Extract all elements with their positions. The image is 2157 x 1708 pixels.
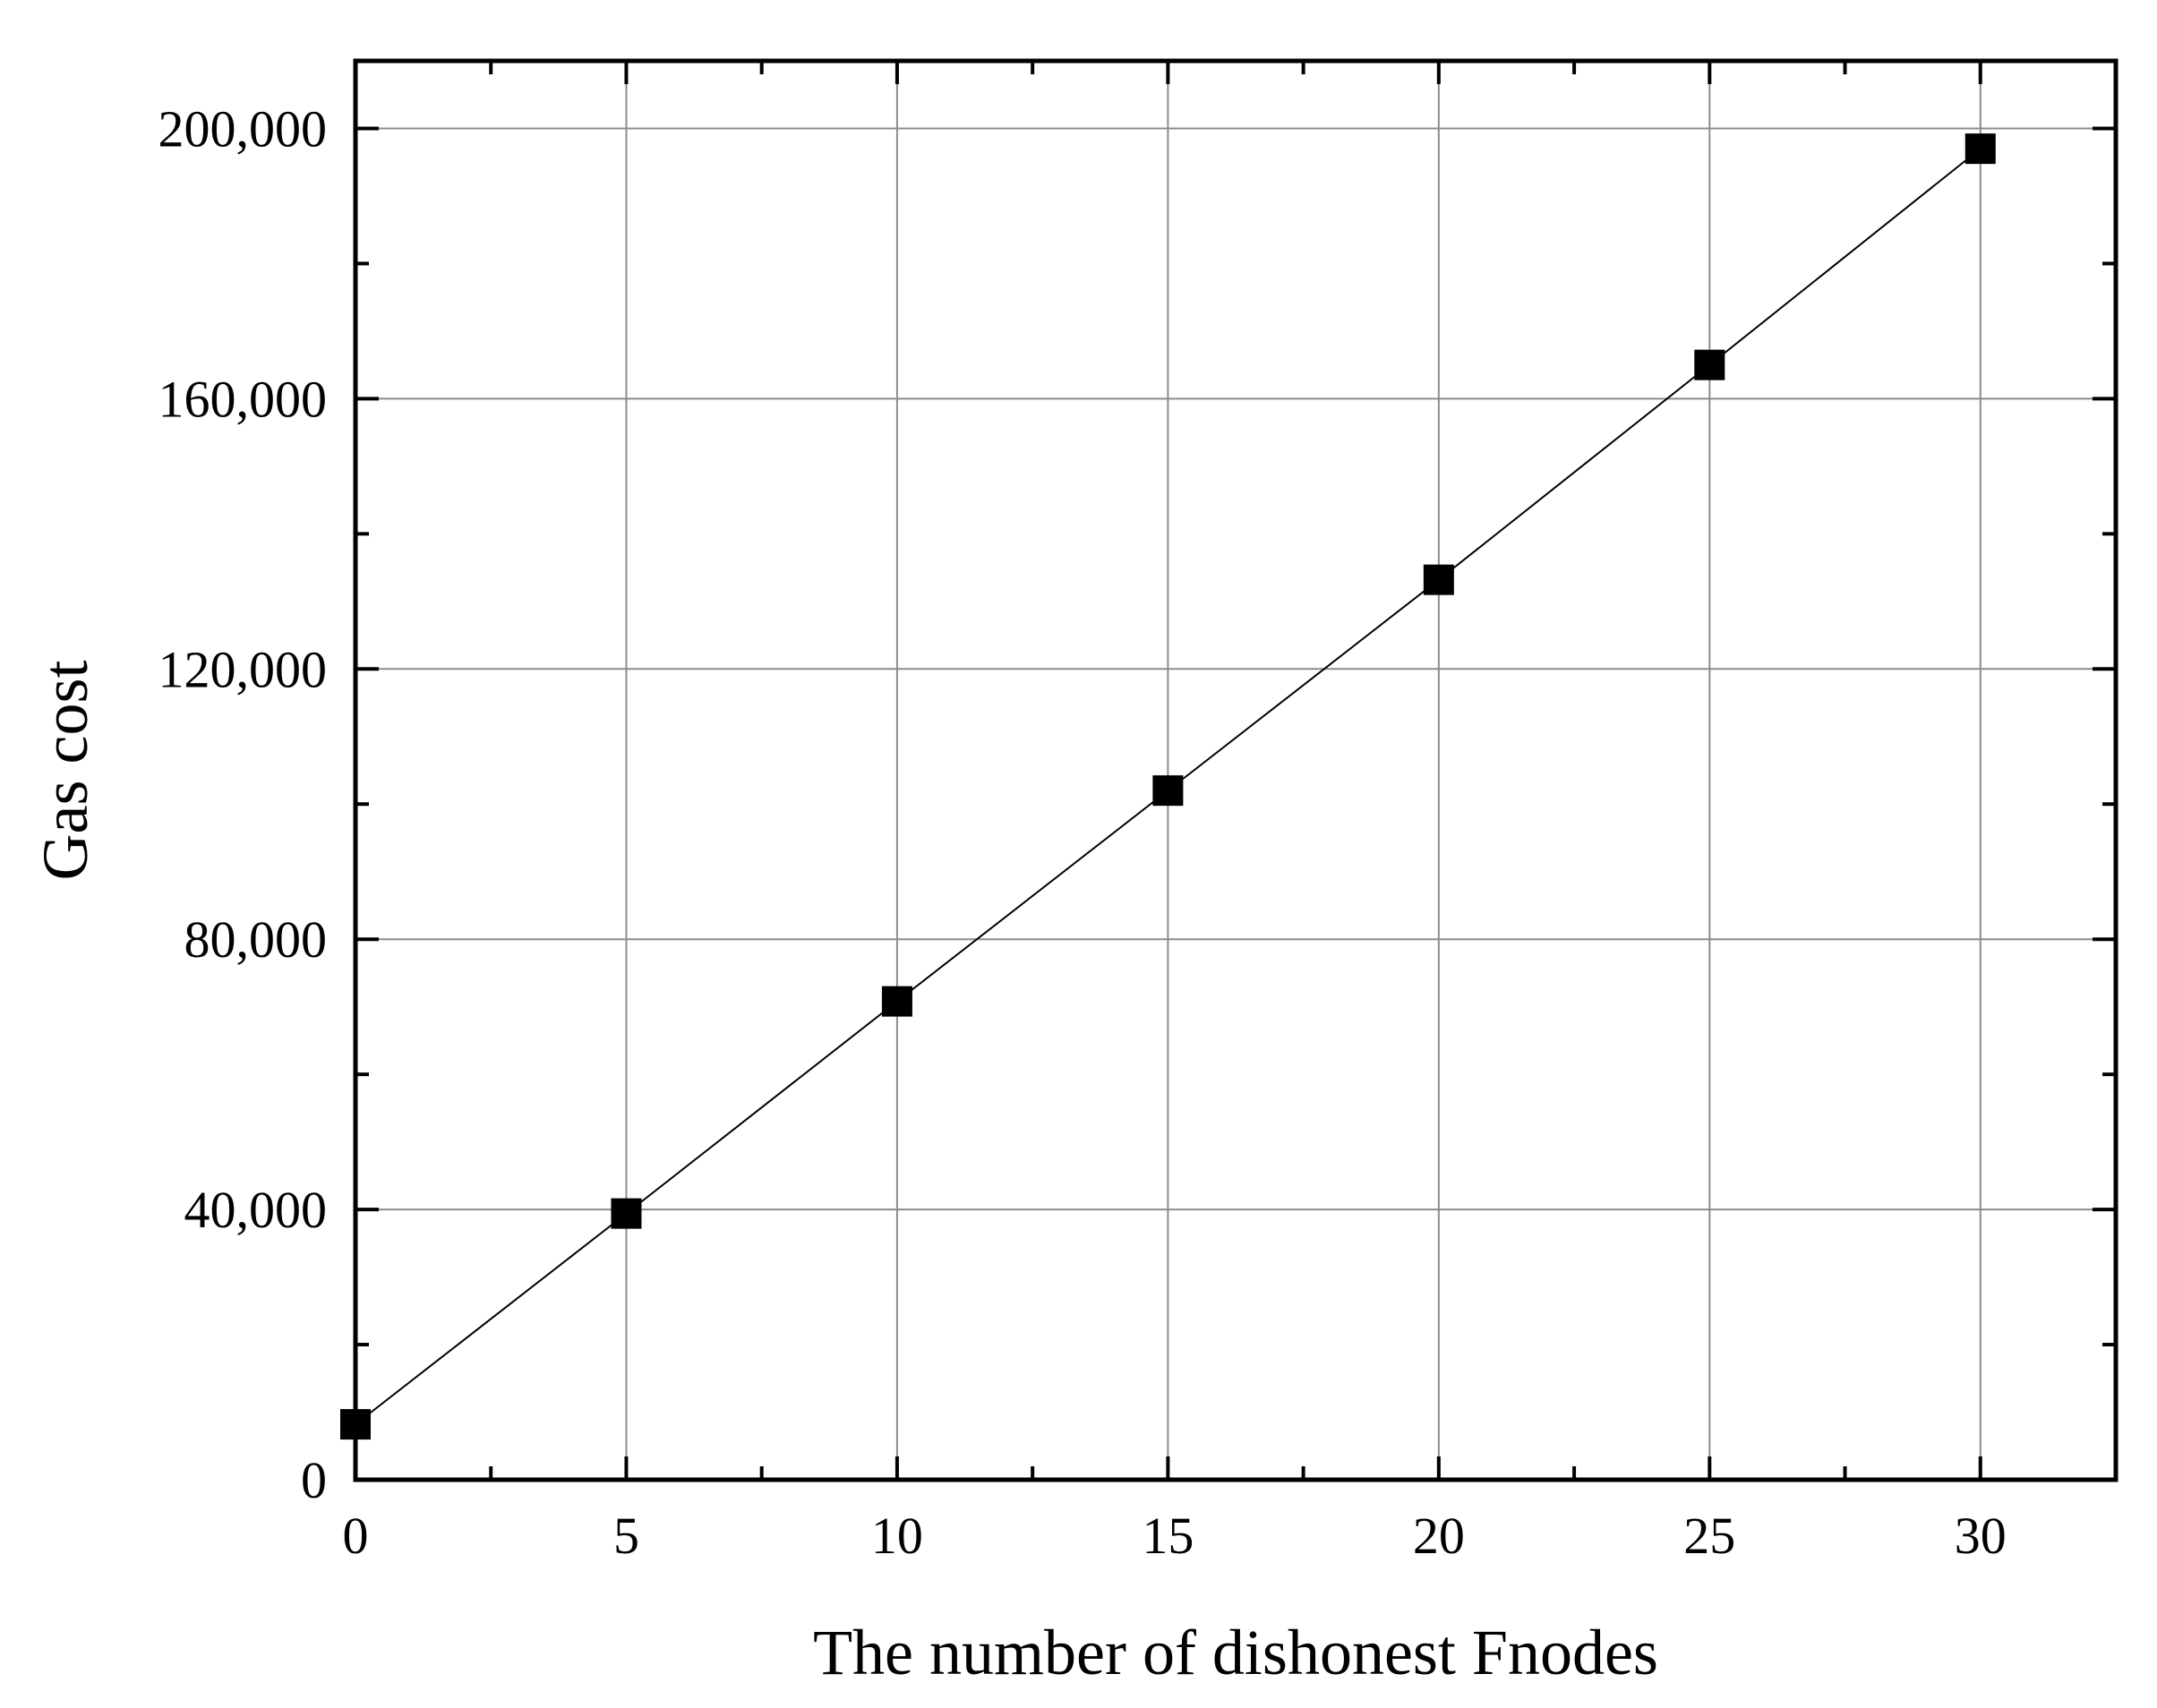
grid-lines xyxy=(355,61,2116,1480)
y-axis-title: Gas cost xyxy=(30,661,101,881)
x-tick-label: 10 xyxy=(871,1507,923,1565)
data-point-marker xyxy=(1964,133,1996,165)
data-point-marker xyxy=(1694,349,1725,380)
x-axis-title: The number of dishonest Fnodes xyxy=(813,1617,1658,1688)
axis-ticks xyxy=(354,61,2116,1482)
y-tick-label: 160,000 xyxy=(158,370,328,428)
y-axis-tick-labels: 0 40,000 80,000 120,000 160,000 200,000 xyxy=(158,99,328,1509)
data-point-marker xyxy=(1423,564,1454,595)
x-tick-label: 15 xyxy=(1142,1507,1194,1565)
x-tick-label: 30 xyxy=(1955,1507,2007,1565)
data-point-marker xyxy=(611,1198,642,1229)
data-point-marker xyxy=(1152,775,1184,807)
data-point-marker xyxy=(881,986,912,1017)
y-tick-label: 200,000 xyxy=(158,99,328,158)
x-tick-label: 20 xyxy=(1413,1507,1465,1565)
y-tick-label: 40,000 xyxy=(184,1181,328,1239)
x-tick-label: 25 xyxy=(1683,1507,1735,1565)
x-tick-label: 5 xyxy=(613,1507,639,1565)
x-axis-tick-labels: 0 5 10 15 20 25 30 xyxy=(343,1507,2007,1565)
x-tick-label: 0 xyxy=(343,1507,369,1565)
y-tick-label: 120,000 xyxy=(158,640,328,698)
y-tick-label: 0 xyxy=(301,1451,327,1509)
y-tick-label: 80,000 xyxy=(184,910,328,969)
plot-frame xyxy=(353,58,2118,1482)
